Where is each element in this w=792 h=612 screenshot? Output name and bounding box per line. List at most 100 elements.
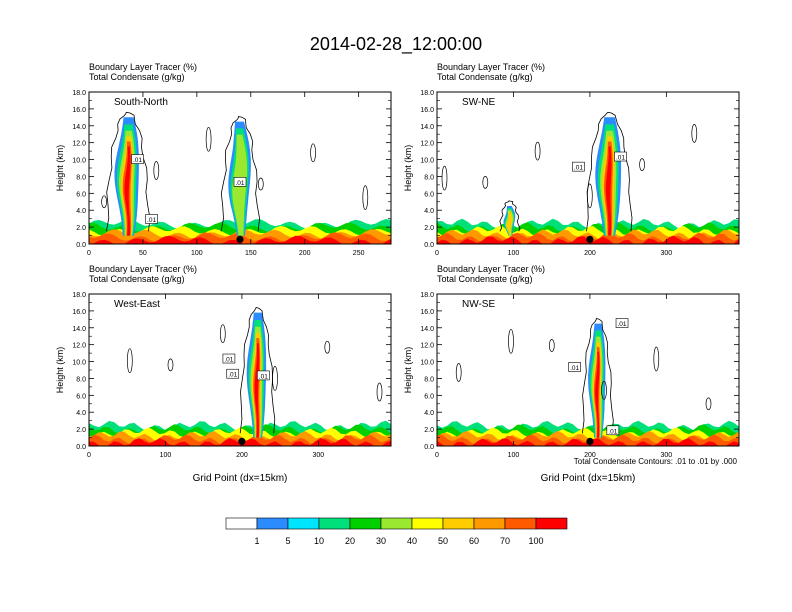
- y-tick-label: 6.0: [76, 393, 86, 400]
- x-axis-label: Grid Point (dx=15km): [193, 473, 288, 484]
- contour-label: .01: [617, 321, 626, 328]
- condensate-contour: [455, 363, 462, 382]
- contour-label: .01: [259, 373, 268, 380]
- y-tick-label: 16.0: [420, 107, 434, 114]
- y-tick-label: 4.0: [424, 208, 434, 215]
- x-tick-label: 200: [236, 452, 248, 459]
- contour-label: .01: [224, 357, 233, 364]
- y-tick-label: 0.0: [424, 242, 434, 249]
- y-tick-label: 0.0: [424, 444, 434, 451]
- contour-label-box: [226, 368, 240, 379]
- condensate-contour: [219, 324, 226, 344]
- contour-label-box: [233, 177, 247, 187]
- colorbar-cell: [256, 517, 289, 530]
- condensate-contour: [101, 195, 107, 209]
- colorbar-cell: [349, 517, 382, 530]
- panel-name: South-North: [114, 97, 168, 108]
- colorbar-label: 70: [500, 536, 510, 546]
- y-tick-label: 8.0: [76, 174, 86, 181]
- condensate-contour: [705, 397, 712, 411]
- plume-shade: [605, 146, 612, 236]
- condensate-contour: [106, 111, 151, 232]
- y-tick-label: 12.0: [420, 343, 434, 350]
- condensate-contour: [534, 141, 541, 161]
- x-tick-label: 300: [313, 452, 325, 459]
- plot-area: .01 .01 .01 West-East: [89, 294, 391, 446]
- y-tick-label: 6.0: [76, 191, 86, 198]
- condensate-contour: [582, 318, 614, 434]
- contour-label-box: [131, 154, 144, 164]
- plume-shade: [506, 211, 513, 236]
- condensate-contour: [153, 161, 160, 180]
- colorbar-cell: [535, 517, 568, 530]
- contour-label: .01: [608, 428, 617, 435]
- colorbar-label: 30: [376, 536, 386, 546]
- y-tick-label: 10.0: [420, 158, 434, 165]
- condensate-contour: [639, 158, 645, 171]
- y-tick-label: 2.0: [76, 225, 86, 232]
- y-tick-label: 12.0: [72, 141, 86, 148]
- contour-label-box: [606, 425, 620, 436]
- colorbar-label: 10: [314, 536, 324, 546]
- x-tick-label: 0: [435, 452, 439, 459]
- plume-shade: [254, 343, 260, 438]
- condensate-contour: [508, 328, 514, 354]
- condensate-contour: [167, 358, 174, 372]
- y-axis-label: Height (km): [55, 347, 65, 394]
- colorbar-cell: [504, 517, 537, 530]
- x-tick-label: 150: [245, 250, 257, 257]
- condensate-contour: [441, 165, 448, 191]
- plot-area: .01 .01 .01 South-North: [89, 92, 391, 244]
- panel-header-tracer: Boundary Layer Tracer (%): [437, 62, 545, 72]
- y-tick-label: 18.0: [72, 90, 86, 97]
- condensate-contour: [272, 366, 278, 391]
- colorbar-cell: [225, 517, 258, 530]
- x-tick-label: 0: [435, 250, 439, 257]
- contour-label: .01: [147, 217, 156, 224]
- y-tick-label: 6.0: [424, 191, 434, 198]
- y-tick-label: 10.0: [72, 360, 86, 367]
- panel-header-tracer: Boundary Layer Tracer (%): [437, 264, 545, 274]
- condensate-contour: [601, 380, 607, 400]
- plume-shade: [124, 146, 131, 236]
- x-tick-label: 50: [139, 250, 147, 257]
- plot-area: .01 .01 .01 NW-SE: [437, 294, 739, 446]
- figure-title: 2014-02-28_12:00:00: [310, 34, 482, 55]
- y-tick-label: 12.0: [72, 343, 86, 350]
- y-tick-label: 0.0: [76, 242, 86, 249]
- y-tick-label: 8.0: [424, 174, 434, 181]
- y-tick-label: 14.0: [72, 326, 86, 333]
- colorbar-label: 20: [345, 536, 355, 546]
- condensate-contour: [548, 339, 555, 352]
- condensate-contour: [205, 126, 212, 152]
- condensate-contour: [586, 111, 633, 232]
- y-tick-label: 4.0: [424, 410, 434, 417]
- x-tick-label: 100: [191, 250, 203, 257]
- x-tick-label: 300: [661, 452, 673, 459]
- contour-label-box: [572, 161, 585, 172]
- y-tick-label: 2.0: [424, 427, 434, 434]
- panel-header-condensate: Total Condensate (g/kg): [89, 72, 185, 82]
- condensate-contour: [310, 143, 316, 163]
- condensate-contour: [653, 346, 660, 372]
- x-tick-label: 0: [87, 250, 91, 257]
- y-tick-label: 4.0: [76, 208, 86, 215]
- y-tick-label: 2.0: [76, 427, 86, 434]
- y-axis-label: Height (km): [403, 145, 413, 192]
- colorbar: 1 5 10 20 30 40 50 60 70 100: [225, 517, 568, 546]
- colorbar-label: 60: [469, 536, 479, 546]
- x-tick-label: 0: [87, 452, 91, 459]
- condensate-contour: [691, 124, 698, 143]
- condensate-contour: [257, 177, 264, 191]
- condensate-contour: [362, 185, 369, 210]
- location-marker: [236, 235, 244, 243]
- contour-label-box: [568, 362, 581, 372]
- x-tick-label: 100: [508, 250, 520, 257]
- x-tick-label: 100: [508, 452, 520, 459]
- condensate-contour: [482, 176, 489, 189]
- colorbar-label: 40: [407, 536, 417, 546]
- panel-south-north: Boundary Layer Tracer (%)Total Condensat…: [55, 62, 392, 257]
- panel-header-tracer: Boundary Layer Tracer (%): [89, 264, 197, 274]
- x-tick-label: 100: [160, 452, 172, 459]
- bl-tracer-band: [437, 438, 739, 446]
